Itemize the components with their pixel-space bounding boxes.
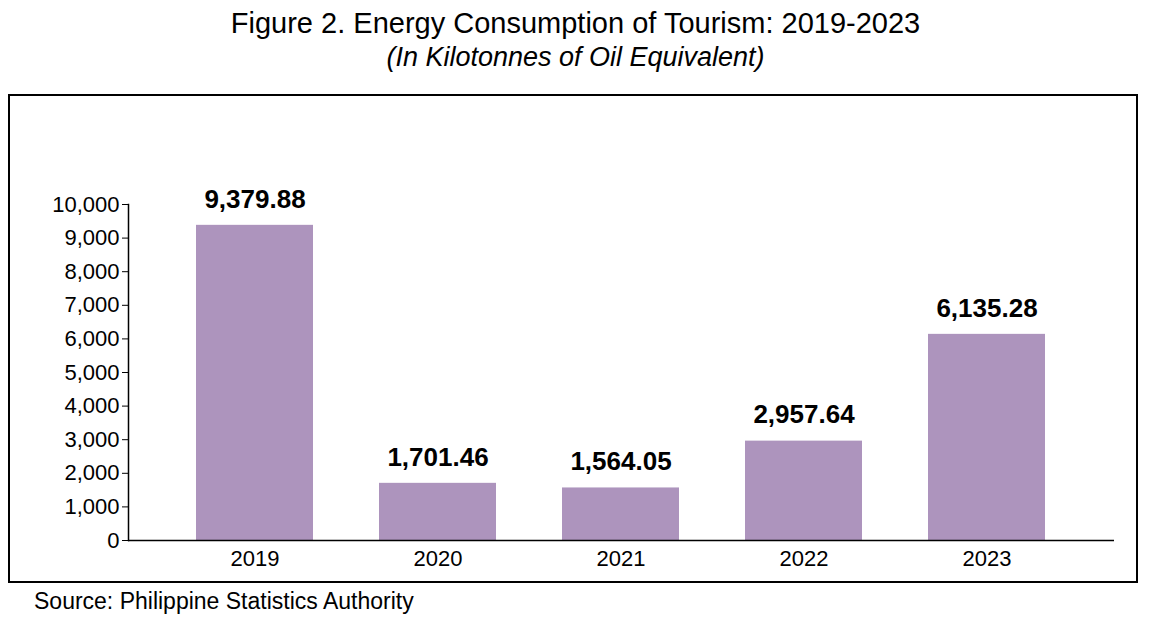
svg-text:5,000: 5,000 [64,360,119,385]
html-text:Source: Philippine Statistics: Source: Philippine Statistics Authority [34,588,414,614]
svg-text:1,000: 1,000 [64,494,119,519]
svg-text:6,135.28: 6,135.28 [936,293,1037,323]
svg-text:2020: 2020 [414,546,463,571]
svg-text:2,957.64: 2,957.64 [753,399,855,429]
svg-text:10,000: 10,000 [52,192,119,217]
html-text:Figure 2. Energy Consumption o: Figure 2. Energy Consumption of Tourism:… [230,7,921,39]
svg-text:8,000: 8,000 [64,259,119,284]
svg-text:6,000: 6,000 [64,326,119,351]
svg-text:2023: 2023 [963,546,1012,571]
svg-text:7,000: 7,000 [64,292,119,317]
svg-text:9,000: 9,000 [64,225,119,250]
svg-text:9,379.88: 9,379.88 [204,184,305,214]
svg-text:3,000: 3,000 [64,427,119,452]
svg-text:0: 0 [107,528,119,553]
html-text:(In Kilotonnes of Oil Equivale: (In Kilotonnes of Oil Equivalent) [386,42,765,72]
svg-text:2022: 2022 [780,546,829,571]
svg-text:1,701.46: 1,701.46 [387,442,488,472]
svg-text:2021: 2021 [597,546,646,571]
svg-text:2,000: 2,000 [64,460,119,485]
svg-text:1,564.05: 1,564.05 [570,446,671,476]
svg-text:2019: 2019 [231,546,280,571]
svg-text:4,000: 4,000 [64,393,119,418]
